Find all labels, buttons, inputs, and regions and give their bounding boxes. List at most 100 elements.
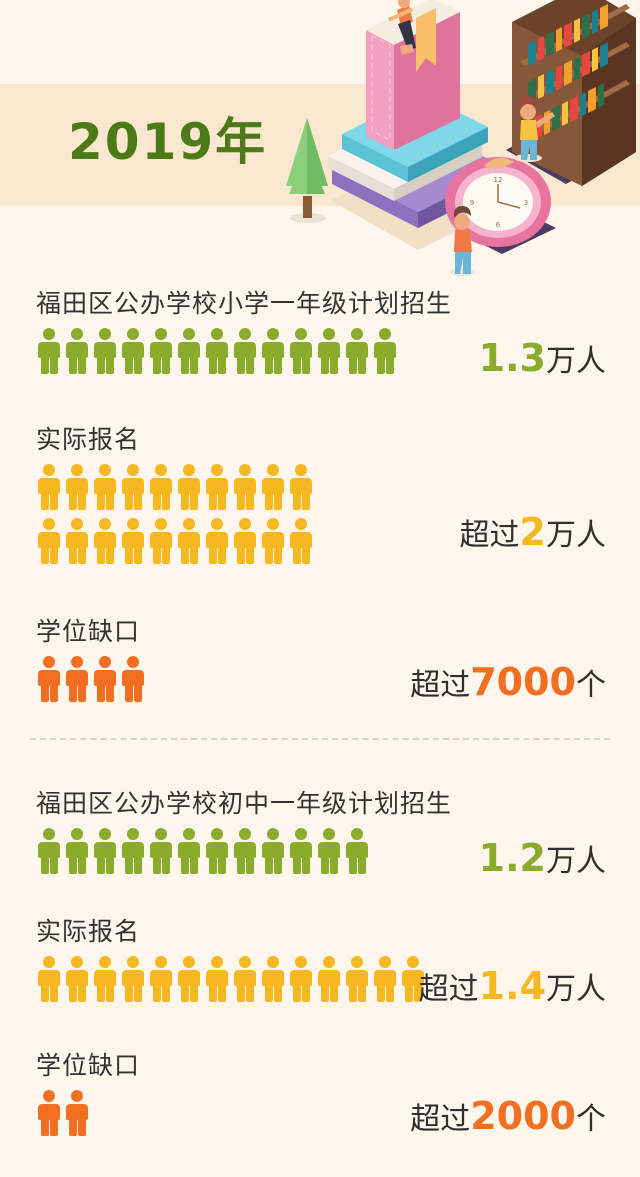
block-value: 1.3万人 (479, 336, 606, 380)
section-divider (30, 738, 610, 740)
header-illustration: 12 3 6 9 (270, 0, 640, 278)
pine-tree-icon (286, 118, 328, 223)
value-number: 7000 (470, 660, 576, 704)
person-icon (64, 464, 90, 510)
person-icon (232, 518, 258, 564)
person-icon (64, 828, 90, 874)
person-icon (344, 956, 370, 1002)
person-icon (120, 518, 146, 564)
block-label: 学位缺口 (36, 1051, 141, 1080)
pictogram-group-amber (36, 464, 436, 564)
block-value: 超过2万人 (460, 510, 606, 554)
person-icon (316, 328, 342, 374)
pictogram-group-orange (36, 1090, 436, 1136)
person-icon (288, 518, 314, 564)
person-icon (36, 956, 62, 1002)
sitting-person-icon (387, 0, 416, 55)
pictogram-row (36, 464, 316, 510)
person-icon (204, 518, 230, 564)
pictogram-group-green (36, 328, 436, 374)
value-prefix: 超过 (418, 972, 479, 1007)
person-icon (64, 1090, 90, 1136)
person-icon (92, 828, 118, 874)
standing-person-icon (450, 206, 474, 276)
value-unit: 个 (576, 1102, 606, 1137)
block-value: 超过7000个 (410, 660, 606, 704)
person-icon (400, 956, 426, 1002)
person-icon (120, 656, 146, 702)
person-icon (204, 464, 230, 510)
person-icon (92, 328, 118, 374)
person-icon (288, 956, 314, 1002)
alarm-clock-icon: 12 3 6 9 (445, 157, 556, 254)
person-icon (64, 656, 90, 702)
value-unit: 万人 (546, 344, 606, 379)
person-icon (232, 464, 258, 510)
person-icon (232, 328, 258, 374)
value-unit: 万人 (546, 844, 606, 879)
block-value: 超过2000个 (410, 1094, 606, 1138)
page-title: 2019年 (68, 113, 268, 171)
svg-text:12: 12 (494, 176, 503, 184)
person-icon (204, 328, 230, 374)
person-icon (64, 956, 90, 1002)
pictogram-row (36, 656, 148, 702)
block-label: 福田区公办学校小学一年级计划招生 (36, 289, 453, 318)
person-icon (316, 956, 342, 1002)
person-icon (316, 828, 342, 874)
header: 2019年 (0, 0, 640, 278)
value-number: 2000 (470, 1094, 576, 1138)
block-label: 实际报名 (36, 917, 141, 946)
person-icon (176, 518, 202, 564)
person-icon (36, 518, 62, 564)
person-icon (36, 656, 62, 702)
person-icon (120, 328, 146, 374)
person-icon (260, 956, 286, 1002)
value-prefix: 超过 (459, 518, 520, 553)
value-unit: 万人 (546, 972, 606, 1007)
person-icon (176, 956, 202, 1002)
person-icon (288, 828, 314, 874)
person-icon (176, 464, 202, 510)
person-icon (64, 328, 90, 374)
person-icon (204, 956, 230, 1002)
person-icon (288, 328, 314, 374)
block-label: 学位缺口 (36, 617, 141, 646)
person-icon (120, 828, 146, 874)
value-number: 1.4 (478, 964, 546, 1008)
value-unit: 个 (576, 668, 606, 703)
block-label: 实际报名 (36, 425, 141, 454)
value-prefix: 超过 (410, 668, 471, 703)
block-value: 1.2万人 (479, 836, 606, 880)
person-icon (36, 328, 62, 374)
person-icon (120, 956, 146, 1002)
person-icon (148, 328, 174, 374)
person-icon (260, 518, 286, 564)
person-icon (204, 828, 230, 874)
person-icon (344, 828, 370, 874)
person-icon (92, 464, 118, 510)
block-value: 超过1.4万人 (419, 964, 606, 1008)
person-icon (232, 956, 258, 1002)
person-icon (260, 828, 286, 874)
person-icon (36, 1090, 62, 1136)
pictogram-row (36, 956, 428, 1002)
person-icon (176, 828, 202, 874)
pictogram-row (36, 518, 316, 564)
person-icon (148, 518, 174, 564)
pictogram-row (36, 328, 400, 374)
person-icon (92, 956, 118, 1002)
person-icon (148, 464, 174, 510)
person-icon (148, 828, 174, 874)
person-icon (288, 464, 314, 510)
person-icon (372, 956, 398, 1002)
value-prefix: 超过 (410, 1102, 471, 1137)
pictogram-group-orange (36, 656, 436, 702)
value-number: 2 (519, 510, 546, 554)
person-icon (36, 464, 62, 510)
person-icon (260, 328, 286, 374)
browsing-person-icon (514, 96, 555, 162)
person-icon (64, 518, 90, 564)
person-icon (260, 464, 286, 510)
